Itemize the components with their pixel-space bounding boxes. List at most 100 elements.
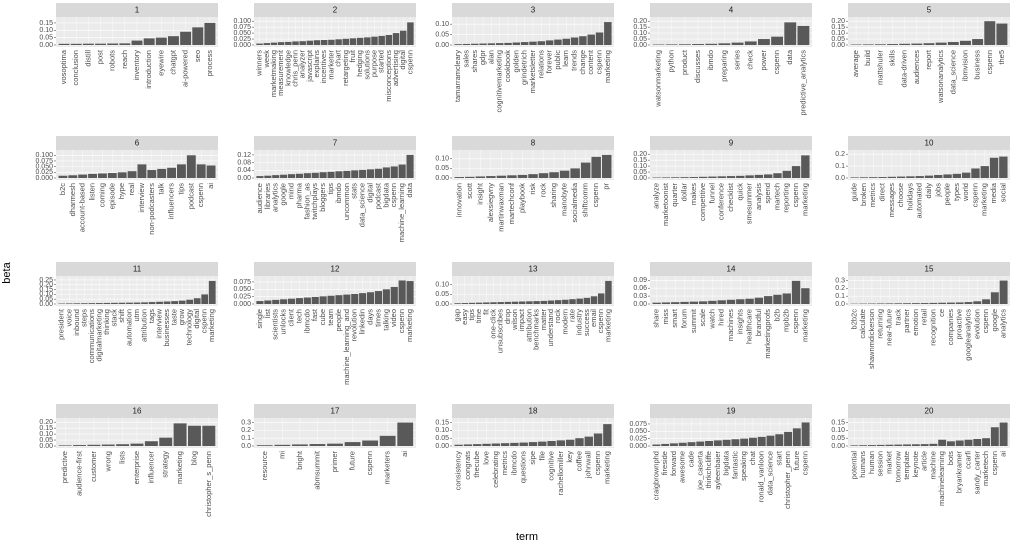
bar <box>722 439 731 446</box>
x-tick-label: love <box>482 451 491 465</box>
bar <box>517 174 528 178</box>
facet-title: 11 <box>133 265 142 274</box>
bar <box>982 299 991 304</box>
bar <box>591 156 601 178</box>
x-tick-label: non-podcasters <box>147 183 156 235</box>
y-tick-label: 0.2 <box>835 151 845 158</box>
x-tick-label: media <box>989 182 998 203</box>
x-tick-label: talk <box>157 183 166 195</box>
x-tick-label: market <box>884 450 893 474</box>
bar <box>745 298 754 304</box>
bar <box>773 173 782 178</box>
x-tick-label: taste <box>170 309 179 325</box>
bar <box>859 445 868 446</box>
bar <box>705 43 718 45</box>
x-tick-label: team <box>326 309 335 326</box>
bar <box>204 22 216 45</box>
x-tick-label: marketers <box>383 451 392 485</box>
bar <box>287 298 296 304</box>
x-tick-label: week <box>262 50 271 69</box>
x-tick-label: marketer <box>326 50 335 80</box>
facet-title: 4 <box>729 6 734 15</box>
x-tick-label: shawnmdickerson <box>867 309 876 369</box>
bar <box>545 40 554 45</box>
facet-title: 8 <box>531 139 536 148</box>
x-tick-label: smesummer <box>745 183 754 225</box>
x-tick-label: abmsummit <box>312 450 321 490</box>
x-tick-label: data_science <box>765 451 774 495</box>
x-tick-label: cspenn <box>397 309 406 333</box>
y-tick-label: 0.00 <box>831 443 845 450</box>
bar <box>671 302 680 304</box>
bar <box>280 174 288 178</box>
x-tick-label: insight <box>475 182 484 205</box>
x-tick-label: data <box>785 49 794 64</box>
x-tick-label: playbook <box>517 183 526 213</box>
bar <box>343 170 351 178</box>
x-tick-label: machines <box>726 309 735 341</box>
bar <box>964 439 973 446</box>
x-tick-label: cade <box>686 451 695 467</box>
x-tick-label: ai <box>206 183 215 189</box>
facet-strip <box>848 404 1010 418</box>
x-tick-label: cspenn <box>593 451 602 475</box>
x-tick-label: ibmvision <box>960 50 969 81</box>
x-tick-label: spend <box>763 183 772 203</box>
x-tick-label: gdpr <box>478 50 487 66</box>
y-tick-label: 0.1 <box>241 435 251 442</box>
x-tick-label: brandful <box>754 309 763 336</box>
bar <box>938 302 947 304</box>
bar <box>593 433 603 446</box>
x-tick-label: quick <box>735 183 744 201</box>
x-tick-label: holidays <box>905 183 914 211</box>
x-tick-label: customer <box>89 450 98 481</box>
x-tick-label: near-future <box>884 309 893 346</box>
x-tick-label: tamarramcleary <box>453 50 462 102</box>
bar <box>533 301 540 304</box>
x-tick-label: grindetrich <box>520 50 529 85</box>
x-tick-label: libraries <box>263 183 272 210</box>
x-tick-label: shares <box>470 50 479 73</box>
x-tick-label: cspenn <box>591 183 600 207</box>
bar <box>708 300 717 304</box>
bar <box>397 422 414 446</box>
x-tick-label: cspenn <box>801 451 810 475</box>
y-axis-label: beta <box>1 261 13 283</box>
x-tick-label: uncommon <box>342 183 351 220</box>
x-tick-label: watsonanalytics <box>936 50 945 104</box>
bar <box>920 303 929 304</box>
x-tick-label: funnel <box>707 183 716 204</box>
x-tick-label: marketing <box>603 50 612 83</box>
bar <box>782 170 791 178</box>
facet-strip <box>650 404 812 418</box>
bar <box>58 445 72 446</box>
bar <box>504 301 512 304</box>
x-tick-label: cognitive <box>547 451 556 481</box>
bar <box>771 36 784 45</box>
bar <box>923 43 935 45</box>
facet-strip <box>848 136 1010 150</box>
facet-strip <box>650 136 812 150</box>
x-tick-label: chatgpt <box>168 49 177 75</box>
x-tick-label: measurement <box>276 49 285 96</box>
y-tick-label: 0.000 <box>233 301 251 308</box>
x-tick-label: technology <box>185 309 194 346</box>
x-tick-label: benchmarks <box>532 309 541 350</box>
y-tick-label: 0.10 <box>633 30 647 37</box>
y-tick-label: 0.10 <box>39 431 53 438</box>
bar <box>495 43 504 45</box>
x-tick-label: machine_learning_and <box>342 309 351 385</box>
y-tick-label: 0.20 <box>39 419 53 426</box>
bar <box>899 43 911 45</box>
x-tick-label: power <box>759 50 768 71</box>
bar <box>486 176 496 178</box>
bar <box>309 444 326 446</box>
x-tick-label: eyewire <box>156 50 165 76</box>
facet-strip <box>650 3 812 17</box>
y-tick-label: 0.00 <box>39 42 53 49</box>
y-tick-label: 0.04 <box>237 167 251 174</box>
x-tick-label: sharing <box>549 183 558 208</box>
y-tick-label: 0.00 <box>435 175 449 182</box>
x-tick-label: video <box>389 309 398 327</box>
x-tick-label: communications <box>87 309 96 363</box>
